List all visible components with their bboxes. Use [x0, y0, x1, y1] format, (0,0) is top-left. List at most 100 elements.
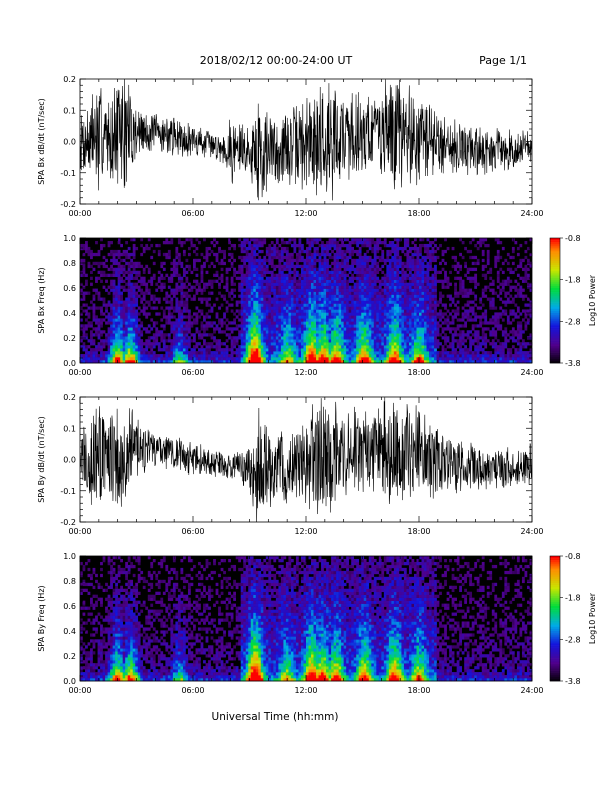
- spectrogram-cell: [142, 351, 146, 355]
- spectrogram-cell: [341, 324, 344, 328]
- spectrogram-cell: [125, 333, 129, 337]
- spectrogram-cell: [225, 360, 229, 364]
- spectrogram-cell: [278, 267, 282, 272]
- spectrogram-cell: [142, 276, 146, 280]
- spectrogram-cell: [218, 339, 221, 343]
- spectrogram-cell: [321, 285, 324, 289]
- spectrogram-cell: [240, 279, 244, 283]
- spectrogram-cell: [381, 252, 385, 257]
- spectrogram-cell: [152, 273, 156, 277]
- spectrogram-cell: [459, 318, 462, 322]
- spectrogram-cell: [336, 240, 339, 245]
- spectrogram-cell: [107, 300, 111, 304]
- spectrogram-cell: [293, 327, 297, 331]
- spectrogram-cell: [85, 246, 88, 251]
- spectrogram-cell: [125, 330, 129, 334]
- spectrogram-cell: [295, 255, 299, 260]
- spectrogram-cell: [87, 252, 91, 257]
- spectrogram-cell: [371, 291, 375, 295]
- spectrogram-cell: [393, 315, 397, 319]
- spectrogram-cell: [336, 261, 339, 266]
- spectrogram-cell: [122, 258, 126, 263]
- spectrogram-cell: [170, 306, 174, 310]
- spectrogram-cell: [366, 315, 370, 319]
- spectrogram-cell: [82, 345, 86, 349]
- spectrogram-cell: [147, 288, 151, 292]
- spectrogram-cell: [341, 354, 344, 358]
- spectrogram-cell: [97, 336, 101, 340]
- spectrogram-cell: [243, 351, 247, 355]
- spectrogram-cell: [85, 351, 88, 355]
- spectrogram-cell: [142, 267, 146, 272]
- spectrogram-cell: [366, 249, 370, 254]
- spectrogram-cell: [396, 345, 400, 349]
- spectrogram-cell: [393, 339, 397, 343]
- spectrogram-cell: [411, 321, 415, 325]
- spectrogram-cell: [293, 348, 297, 352]
- spectrogram-cell: [290, 303, 294, 307]
- spectrogram-cell: [429, 318, 432, 322]
- spectrogram-cell: [157, 285, 161, 289]
- spectrogram-cell: [306, 351, 309, 355]
- spectrogram-cell: [140, 264, 144, 269]
- spectrogram-cell: [308, 312, 312, 316]
- spectrogram-cell: [117, 333, 121, 337]
- spectrogram-cell: [358, 258, 362, 263]
- spectrogram-cell: [288, 267, 292, 272]
- spectrogram-cell: [303, 333, 307, 337]
- spectrogram-cell: [431, 345, 435, 349]
- spectrogram-cell: [177, 306, 181, 310]
- spectrogram-cell: [471, 261, 475, 266]
- spectrogram-cell: [421, 279, 425, 283]
- spectrogram-cell: [366, 300, 370, 304]
- spectrogram-cell: [466, 300, 470, 304]
- spectrogram-cell: [112, 309, 116, 313]
- spectrogram-cell: [248, 345, 252, 349]
- spectrogram-cell: [147, 345, 151, 349]
- spectrogram-cell: [107, 357, 111, 361]
- spectrogram-cell: [85, 282, 88, 286]
- spectrogram-cell: [343, 345, 347, 349]
- spectrogram-cell: [122, 345, 126, 349]
- spectrogram-cell: [321, 264, 324, 269]
- spectrogram-cell: [343, 357, 347, 361]
- spectrogram-cell: [424, 291, 427, 295]
- spectrogram-cell: [381, 297, 385, 301]
- spectrogram-cell: [471, 312, 475, 316]
- spectrogram-cell: [413, 288, 417, 292]
- spectrogram-cell: [283, 279, 287, 283]
- spectrogram-cell: [318, 285, 322, 289]
- spectrogram-cell: [273, 354, 277, 358]
- spectrogram-cell: [348, 300, 352, 304]
- spectrogram-cell: [298, 255, 302, 260]
- spectrogram-cell: [431, 303, 435, 307]
- spectrogram-cell: [311, 264, 314, 269]
- spectrogram-cell: [393, 243, 397, 248]
- spectrogram-cell: [326, 291, 329, 295]
- spectrogram-cell: [300, 255, 304, 260]
- spectrogram-cell: [378, 267, 382, 272]
- spectrogram-cell: [424, 315, 427, 319]
- spectrogram-cell: [245, 339, 249, 343]
- spectrogram-cell: [338, 264, 342, 269]
- spectrogram-cell: [421, 238, 425, 242]
- spectrogram-cell: [333, 240, 337, 245]
- spectrogram-cell: [185, 327, 189, 331]
- spectrogram-cell: [167, 336, 171, 340]
- spectrogram-cell: [288, 351, 292, 355]
- spectrogram-cell: [273, 297, 277, 301]
- spectrogram-cell: [411, 258, 415, 263]
- spectrogram-cell: [434, 312, 437, 316]
- spectrogram-cell: [413, 348, 417, 352]
- spectrogram-cell: [396, 288, 400, 292]
- spectrogram-cell: [401, 249, 405, 254]
- spectrogram-cell: [248, 285, 252, 289]
- spectrogram-cell: [298, 288, 302, 292]
- spectrogram-cell: [125, 345, 129, 349]
- spectrogram-cell: [92, 315, 96, 319]
- spectrogram-cell: [97, 354, 101, 358]
- spectrogram-cell: [466, 267, 470, 272]
- spectrogram-cell: [100, 246, 103, 251]
- spectrogram-cell: [408, 249, 412, 254]
- spectrogram-cell: [343, 348, 347, 352]
